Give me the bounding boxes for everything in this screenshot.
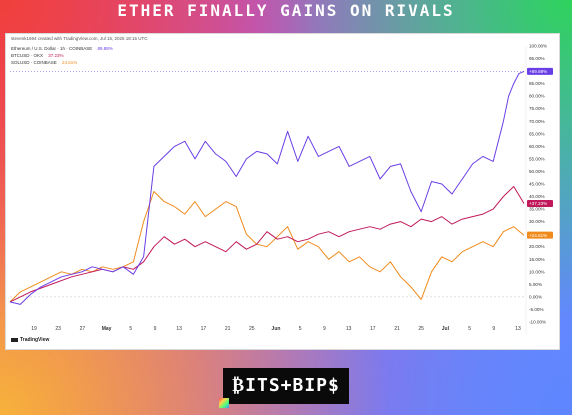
x-tick-label: 27 [80, 326, 86, 332]
chart-meta: stevenk1694 created with TradingView.com… [11, 36, 148, 41]
legend-item-btc: BTCUSD · OKX 37.23% [11, 52, 113, 59]
series-line-eth [9, 70, 525, 305]
x-tick-label: 13 [346, 326, 352, 332]
x-tick-label: 21 [225, 326, 231, 332]
legend-label-eth: Ethereum / U.S. Dollar · 1h · COINBASE [11, 46, 93, 51]
y-tick-label: 10.00% [529, 269, 545, 274]
x-tick-label: 13 [176, 326, 182, 332]
x-tick-label: 21 [394, 326, 400, 332]
y-tick-label: 35.00% [529, 207, 545, 212]
y-tick-label: 60.00% [529, 144, 545, 149]
tradingview-icon [11, 337, 18, 342]
y-tick-label: 65.00% [529, 131, 545, 136]
line-chart: 100.00%95.00%90.00%85.00%80.00%75.00%70.… [9, 44, 553, 334]
y-tick-label: 50.00% [529, 169, 545, 174]
x-tick-label: 9 [154, 326, 157, 332]
legend-value-eth: 89.88% [97, 46, 113, 51]
last-value-label: +24.61% [529, 233, 547, 238]
last-value-badge [527, 67, 553, 75]
y-tick-label: 100.00% [529, 44, 547, 49]
legend-value-sol: 24.61% [62, 60, 78, 65]
x-tick-label: Jun [272, 326, 281, 332]
y-tick-label: -10.00% [529, 320, 546, 325]
legend-item-eth: Ethereum / U.S. Dollar · 1h · COINBASE 8… [11, 45, 113, 52]
legend-item-sol: SOLUSD · COINBASE 24.61% [11, 59, 113, 66]
chart-panel: 100.00%95.00%90.00%85.00%80.00%75.00%70.… [5, 33, 560, 350]
x-tick-label: Jul [442, 326, 450, 332]
y-tick-label: 85.00% [529, 81, 545, 86]
y-tick-label: 15.00% [529, 257, 545, 262]
y-tick-label: 45.00% [529, 182, 545, 187]
x-tick-label: 9 [492, 326, 495, 332]
x-tick-label: 17 [370, 326, 376, 332]
y-tick-label: 70.00% [529, 119, 545, 124]
y-tick-label: 0.00% [529, 294, 542, 299]
x-tick-label: 5 [468, 326, 471, 332]
y-tick-label: 95.00% [529, 56, 545, 61]
y-tick-label: -5.00% [529, 307, 544, 312]
last-value-badge [527, 231, 553, 239]
series-line-btc [9, 186, 525, 303]
x-tick-label: 5 [129, 326, 132, 332]
x-tick-label: 25 [418, 326, 424, 332]
y-tick-label: 5.00% [529, 282, 542, 287]
x-tick-label: 23 [55, 326, 61, 332]
series-line-sol [9, 191, 525, 303]
tradingview-label: TradingView [20, 337, 50, 343]
last-value-label: +89.88% [529, 69, 547, 74]
last-value-badge [527, 199, 553, 207]
last-value-label: +37.23% [529, 201, 547, 206]
legend-value-btc: 37.23% [48, 53, 64, 58]
legend-label-sol: SOLUSD · COINBASE [11, 60, 57, 65]
x-tick-label: 25 [249, 326, 255, 332]
tradingview-logo[interactable]: TradingView [11, 337, 49, 343]
headline: ETHER FINALLY GAINS ON RIVALS [117, 1, 455, 20]
x-tick-label: 19 [31, 326, 37, 332]
x-tick-label: 5 [299, 326, 302, 332]
y-tick-label: 20.00% [529, 244, 545, 249]
y-tick-label: 80.00% [529, 94, 545, 99]
y-tick-label: 75.00% [529, 106, 545, 111]
y-tick-label: 55.00% [529, 156, 545, 161]
x-tick-label: 17 [201, 326, 207, 332]
x-tick-label: 13 [515, 326, 521, 332]
brand-corner-icon [219, 398, 229, 408]
brand-text: ₿ITS+BIP$ [232, 375, 340, 396]
brand-logo: ₿ITS+BIP$ [219, 368, 349, 408]
x-tick-label: 9 [323, 326, 326, 332]
y-tick-label: 30.00% [529, 219, 545, 224]
y-tick-label: 40.00% [529, 194, 545, 199]
legend-label-btc: BTCUSD · OKX [11, 53, 44, 58]
x-tick-label: May [102, 326, 112, 332]
legend: Ethereum / U.S. Dollar · 1h · COINBASE 8… [11, 45, 113, 66]
